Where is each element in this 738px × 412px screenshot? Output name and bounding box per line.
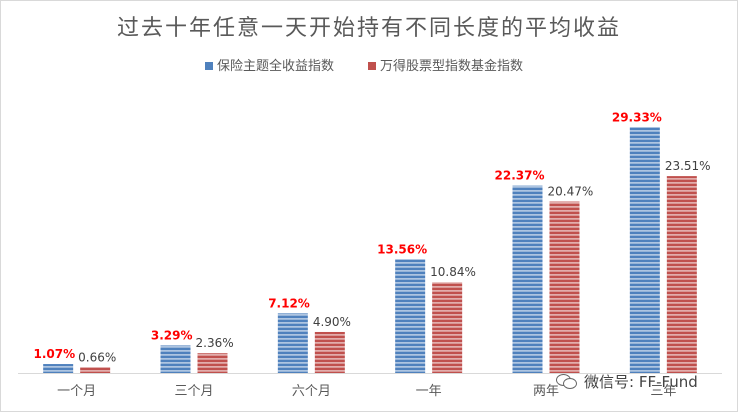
bar-s2-6 — [666, 176, 697, 373]
bar-s2-1 — [80, 367, 111, 373]
legend: 保险主题全收益指数 万得股票型指数基金指数 — [205, 58, 523, 74]
bar-s1-2 — [160, 345, 191, 373]
data-label-s2-4: 10.84% — [430, 265, 476, 279]
wechat-icon — [556, 373, 578, 390]
x-tick-label-2: 三个月 — [174, 384, 213, 399]
data-label-s1-4: 13.56% — [377, 242, 427, 256]
data-label-s2-3: 4.90% — [313, 315, 351, 329]
data-label-s2-6: 23.51% — [665, 159, 711, 173]
legend-swatch-1 — [205, 62, 213, 70]
data-label-s1-1: 1.07% — [34, 347, 76, 361]
watermark: 微信号: FF-Fund — [556, 371, 698, 392]
bar-s1-3 — [277, 313, 308, 373]
data-label-s1-5: 22.37% — [495, 169, 545, 183]
legend-label-1: 保险主题全收益指数 — [217, 58, 334, 74]
data-label-s1-3: 7.12% — [268, 296, 310, 310]
legend-swatch-2 — [368, 62, 376, 70]
data-label-s2-2: 2.36% — [196, 336, 234, 350]
bar-s2-5 — [549, 201, 580, 373]
bar-s2-3 — [314, 331, 345, 373]
bar-s1-4 — [395, 259, 426, 373]
bar-s1-6 — [629, 127, 660, 373]
x-axis-labels: 一个月 三个月 六个月 一年 两年 三年 — [57, 384, 676, 399]
data-label-s1-2: 3.29% — [151, 328, 193, 342]
chart-title: 过去十年任意一天开始持有不同长度的平均收益 — [116, 16, 621, 41]
bar-s1-1 — [43, 364, 74, 373]
legend-label-2: 万得股票型指数基金指数 — [380, 58, 523, 74]
x-tick-label-6: 三年 — [650, 384, 676, 399]
bar-s1-5 — [512, 185, 543, 373]
bars: 1.07% 0.66% 3.29%2.36% 7.12%4.90% 13.56%10.8… — [34, 110, 711, 373]
bar-s2-4 — [432, 282, 463, 373]
x-tick-label-4: 一年 — [416, 384, 442, 399]
watermark-text: 微信号: FF-Fund — [584, 373, 698, 391]
x-tick-label-3: 六个月 — [292, 384, 331, 399]
data-label-s1-6: 29.33% — [612, 110, 662, 124]
data-label-s2-5: 20.47% — [548, 185, 594, 199]
x-tick-label-1: 一个月 — [57, 384, 96, 399]
bar-s2-2 — [197, 353, 228, 373]
data-label-s2-1: 0.66% — [78, 350, 116, 364]
x-tick-label-5: 两年 — [533, 384, 559, 399]
